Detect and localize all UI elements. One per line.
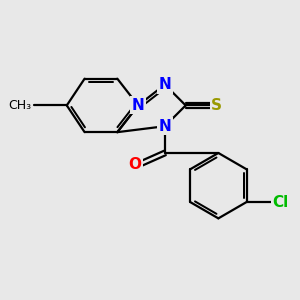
Text: N: N: [158, 77, 171, 92]
Text: CH₃: CH₃: [8, 99, 31, 112]
Text: N: N: [132, 98, 145, 113]
Text: Cl: Cl: [273, 194, 289, 209]
Text: S: S: [212, 98, 222, 113]
Text: O: O: [129, 158, 142, 172]
Text: N: N: [158, 119, 171, 134]
